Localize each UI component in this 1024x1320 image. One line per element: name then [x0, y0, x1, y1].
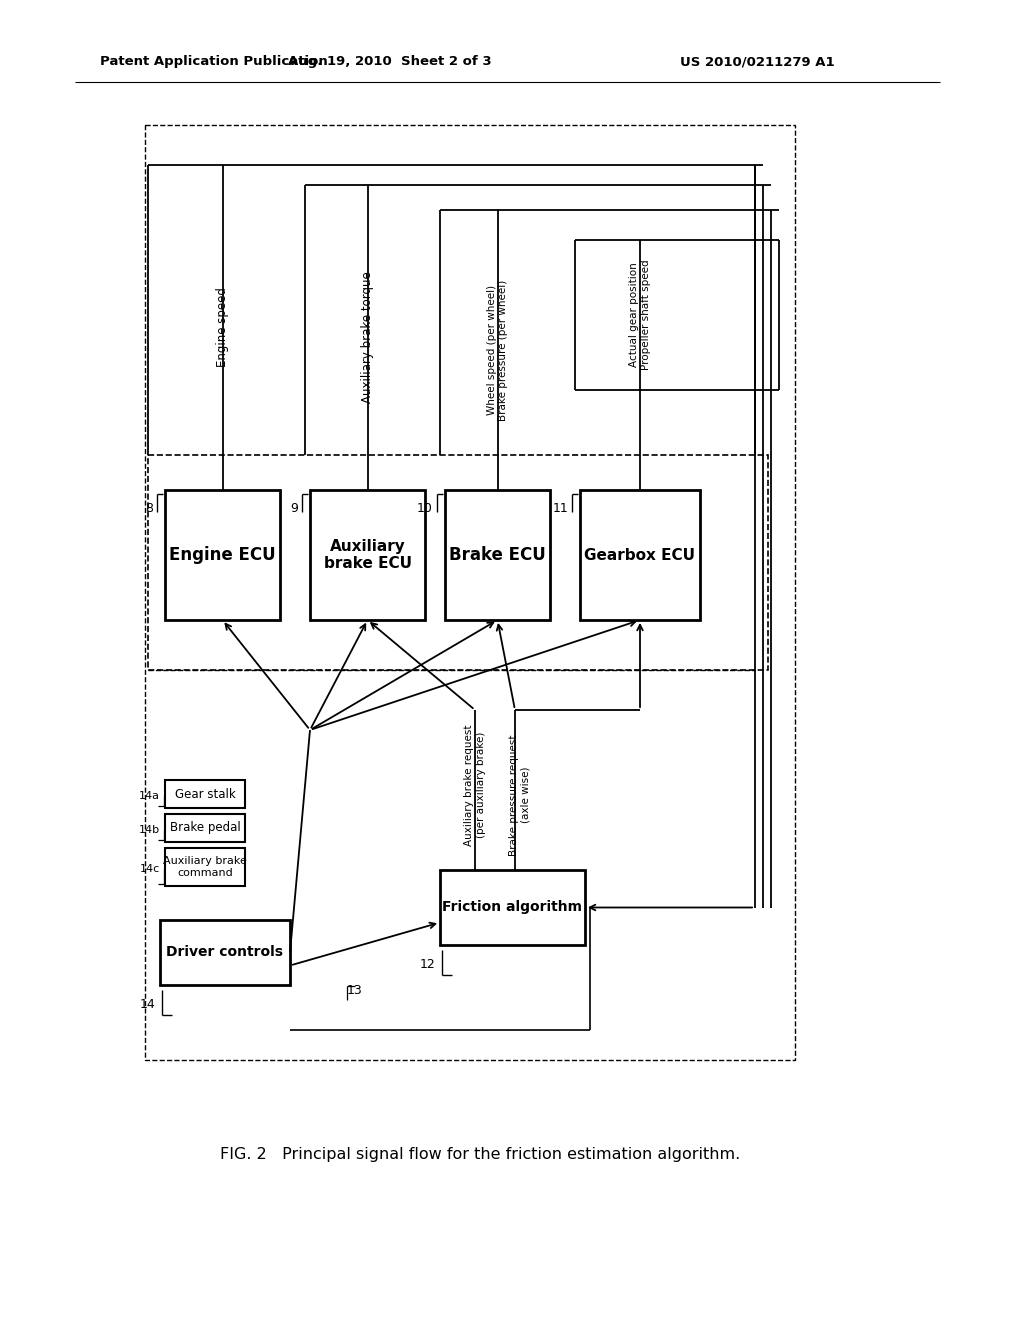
- Text: 14: 14: [139, 998, 155, 1011]
- Text: Friction algorithm: Friction algorithm: [442, 900, 583, 915]
- Text: 14c: 14c: [139, 865, 160, 874]
- Text: Gear stalk: Gear stalk: [175, 788, 236, 800]
- Text: Aug. 19, 2010  Sheet 2 of 3: Aug. 19, 2010 Sheet 2 of 3: [288, 55, 492, 69]
- Text: Gearbox ECU: Gearbox ECU: [585, 548, 695, 562]
- Bar: [165, 490, 280, 620]
- Text: 14b: 14b: [139, 825, 160, 836]
- Text: Auxiliary brake
command: Auxiliary brake command: [163, 857, 247, 878]
- Text: Brake pressure request
(axle wise): Brake pressure request (axle wise): [509, 734, 530, 855]
- Bar: [580, 490, 700, 620]
- Text: Auxiliary brake request
(per auxiliary brake): Auxiliary brake request (per auxiliary b…: [464, 725, 485, 846]
- Text: 9: 9: [290, 502, 298, 515]
- Text: 14a: 14a: [139, 791, 160, 801]
- Text: Wheel speed (per wheel)
Brake pressure (per wheel): Wheel speed (per wheel) Brake pressure (…: [486, 280, 508, 421]
- Text: Driver controls: Driver controls: [167, 945, 284, 960]
- Text: Auxiliary brake torque: Auxiliary brake torque: [361, 272, 374, 404]
- Bar: [445, 490, 550, 620]
- Text: Engine speed: Engine speed: [216, 288, 229, 367]
- Text: Patent Application Publication: Patent Application Publication: [100, 55, 328, 69]
- Text: 10: 10: [417, 502, 433, 515]
- Text: Brake pedal: Brake pedal: [170, 821, 241, 834]
- Bar: [165, 847, 245, 886]
- Text: 11: 11: [552, 502, 568, 515]
- Text: 12: 12: [419, 958, 435, 972]
- Text: Auxiliary
brake ECU: Auxiliary brake ECU: [324, 539, 412, 572]
- Bar: [310, 490, 425, 620]
- Text: 8: 8: [145, 502, 153, 515]
- Text: Actual gear position
Propeller shaft speed: Actual gear position Propeller shaft spe…: [629, 260, 651, 371]
- Text: US 2010/0211279 A1: US 2010/0211279 A1: [680, 55, 835, 69]
- Text: Engine ECU: Engine ECU: [169, 546, 275, 564]
- Bar: [160, 920, 290, 985]
- Bar: [145, 125, 795, 1060]
- Text: Brake ECU: Brake ECU: [450, 546, 546, 564]
- Bar: [148, 455, 768, 671]
- Bar: [440, 870, 585, 945]
- Bar: [165, 780, 245, 808]
- Bar: [165, 814, 245, 842]
- Text: FIG. 2   Principal signal flow for the friction estimation algorithm.: FIG. 2 Principal signal flow for the fri…: [220, 1147, 740, 1163]
- Text: 13: 13: [347, 983, 362, 997]
